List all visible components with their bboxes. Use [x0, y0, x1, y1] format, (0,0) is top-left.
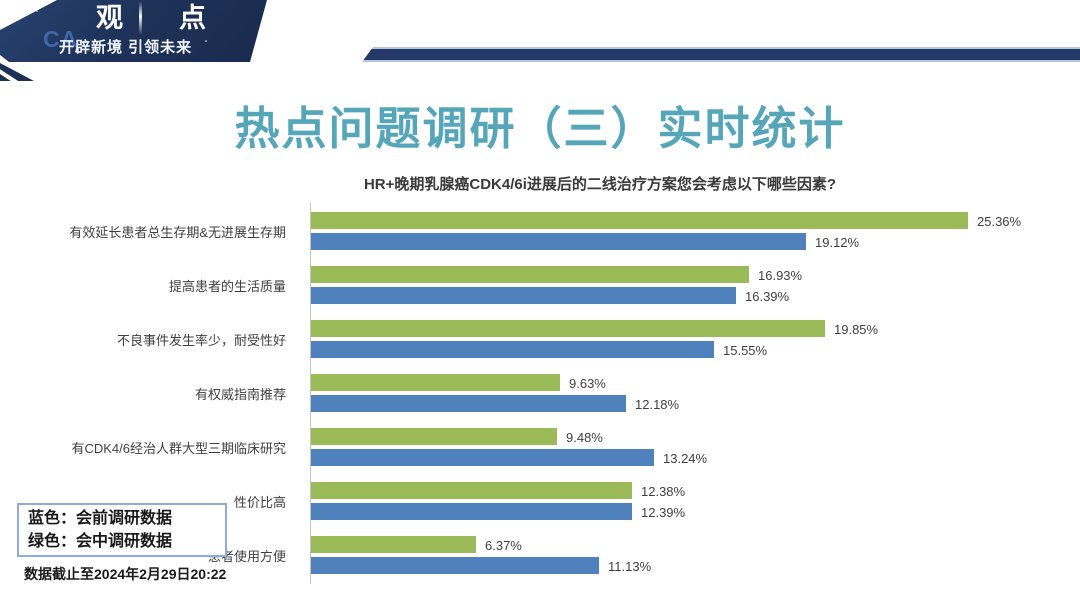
bar-value-label: 9.48% [566, 430, 603, 445]
bar-during-meeting [311, 212, 968, 229]
logo-banner: CA 观 点 开辟新境 引领未来 [0, 0, 267, 62]
legend-box: 蓝色：会前调研数据 绿色：会中调研数据 [17, 503, 227, 557]
page-title: 热点问题调研（三）实时统计 [234, 103, 846, 154]
logo-tagline: 开辟新境 引领未来 [59, 39, 193, 56]
bar-pre-meeting [311, 341, 714, 358]
logo-char: 观 [96, 3, 123, 33]
bar-pre-meeting [311, 395, 626, 412]
bar-pre-meeting [311, 233, 806, 250]
logo-char: 点 [179, 3, 206, 33]
light-beam-icon [139, 2, 142, 34]
bar-value-label: 19.85% [834, 322, 879, 337]
category-label: 有效延长患者总生存期&无进展生存期 [69, 224, 286, 240]
bar-pre-meeting [311, 449, 654, 466]
category-label: 患者使用方便 [207, 548, 286, 564]
bar-during-meeting [311, 428, 557, 445]
legend-entry-blue: 蓝色：会前调研数据 [28, 510, 173, 527]
bar-during-meeting [311, 482, 632, 499]
bar-value-label: 12.38% [641, 484, 686, 499]
legend-entry-green: 绿色：会中调研数据 [28, 533, 173, 550]
bar-value-label: 12.18% [635, 397, 680, 412]
bar-during-meeting [311, 374, 560, 391]
bar-value-label: 11.13% [608, 559, 652, 574]
star-dot-icon [36, 10, 38, 12]
bar-during-meeting [311, 536, 476, 553]
category-label: 性价比高 [233, 494, 286, 510]
bar-value-label: 19.12% [815, 235, 860, 250]
bar-value-label: 12.39% [641, 505, 686, 520]
category-label: 有权威指南推荐 [194, 386, 286, 402]
data-cutoff-note: 数据截止至2024年2月29日20:22 [24, 566, 227, 582]
logo-title: 观 点 [96, 3, 206, 33]
category-label: 不良事件发生率少，耐受性好 [116, 332, 286, 348]
bar-pre-meeting [311, 503, 632, 520]
bar-value-label: 13.24% [663, 451, 708, 466]
bar-pre-meeting [311, 287, 736, 304]
header-stripe [362, 47, 1080, 62]
bar-during-meeting [311, 266, 749, 283]
logo-watermark: CA [43, 26, 79, 52]
bar-value-label: 16.93% [758, 268, 803, 283]
category-label: 提高患者的生活质量 [168, 278, 286, 294]
bar-during-meeting [311, 320, 825, 337]
bar-value-label: 25.36% [977, 214, 1022, 229]
bar-value-label: 15.55% [723, 343, 768, 358]
bar-value-label: 16.39% [745, 289, 790, 304]
bar-pre-meeting [311, 557, 599, 574]
y-axis-line [310, 203, 311, 584]
chart-subtitle: HR+晚期乳腺癌CDK4/6i进展后的二线治疗方案您会考虑以下哪些因素? [363, 176, 837, 193]
bar-value-label: 9.63% [569, 376, 606, 391]
category-label: 有CDK4/6经治人群大型三期临床研究 [71, 440, 286, 456]
star-dot-icon [205, 40, 207, 42]
bar-chart: 有效延长患者总生存期&无进展生存期 25.36% 19.12% 提高患者的生活质量 16… [0, 203, 1080, 585]
bar-value-label: 6.37% [485, 538, 522, 553]
